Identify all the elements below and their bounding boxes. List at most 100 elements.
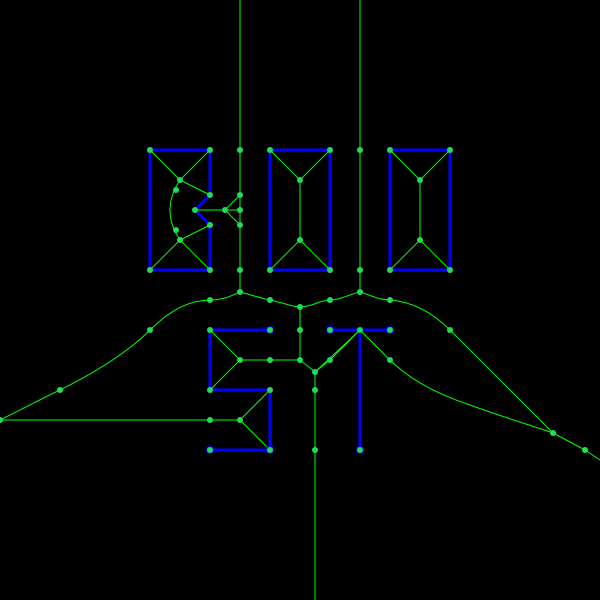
graph-node-13: [237, 192, 243, 198]
graph-node-4: [327, 147, 333, 153]
graph-node-9: [297, 177, 303, 183]
green-edge-16: [389, 149, 421, 181]
green-curve-1: [0, 291, 451, 421]
green-curve-2: [389, 359, 554, 434]
graph-node-49: [327, 357, 333, 363]
graph-node-26: [267, 267, 273, 273]
graph-node-55: [312, 387, 318, 393]
graph-node-39: [447, 327, 453, 333]
green-edge-6: [179, 179, 211, 196]
green-edge-17: [419, 149, 451, 181]
green-edge-34: [449, 329, 554, 434]
graph-node-42: [297, 327, 303, 333]
graph-node-47: [267, 357, 273, 363]
graph-node-14: [192, 207, 198, 213]
graph-node-53: [207, 387, 213, 393]
graph-node-17: [207, 222, 213, 228]
graph-node-29: [387, 267, 393, 273]
graph-node-2: [237, 147, 243, 153]
green-edge-3: [179, 149, 211, 181]
green-edge-19: [389, 239, 421, 271]
green-edge-7: [179, 224, 211, 241]
graph-node-12: [207, 192, 213, 198]
graph-node-46: [237, 357, 243, 363]
green-edge-2: [149, 149, 181, 181]
graph-node-43: [327, 327, 333, 333]
graph-node-41: [267, 327, 273, 333]
green-edge-10: [224, 209, 241, 226]
graph-node-51: [312, 369, 318, 375]
graph-node-30: [447, 267, 453, 273]
graph-node-5: [357, 147, 363, 153]
green-edge-14: [269, 239, 301, 271]
graph-node-32: [357, 289, 363, 295]
graph-node-10: [417, 177, 423, 183]
graph-node-37: [387, 297, 393, 303]
graph-node-40: [207, 327, 213, 333]
graph-node-50: [387, 357, 393, 363]
green-edge-22: [209, 329, 241, 361]
graph-node-6: [387, 147, 393, 153]
green-edge-9: [224, 194, 241, 211]
graph-node-64: [582, 447, 588, 453]
green-edge-36: [584, 449, 600, 461]
graph-node-60: [207, 447, 213, 453]
graph-node-27: [327, 267, 333, 273]
graph-node-18: [237, 222, 243, 228]
graph-node-36: [327, 297, 333, 303]
green-curves: [0, 179, 554, 434]
graph-node-57: [207, 417, 213, 423]
graph-node-8: [177, 177, 183, 183]
graph-node-45: [387, 327, 393, 333]
graph-node-19: [173, 227, 179, 233]
graph-node-1: [207, 147, 213, 153]
graph-node-11: [173, 187, 179, 193]
graph-node-38: [147, 327, 153, 333]
graph-node-25: [237, 267, 243, 273]
graph-node-54: [267, 387, 273, 393]
green-curve-0: [169, 179, 181, 241]
graph-node-3: [267, 147, 273, 153]
graph-node-34: [267, 297, 273, 303]
green-edge-11: [269, 149, 301, 181]
green-edge-32: [314, 329, 361, 373]
graph-node-61: [267, 447, 273, 453]
green-edge-26: [239, 419, 271, 451]
graph-node-63: [357, 447, 363, 453]
green-edge-25: [239, 389, 271, 421]
green-edge-5: [179, 239, 211, 271]
green-edge-20: [419, 239, 451, 271]
graph-node-28: [357, 267, 363, 273]
graph-node-24: [207, 267, 213, 273]
blue-edge-6: [192, 207, 213, 228]
graph-node-16: [237, 207, 243, 213]
graph-node-23: [147, 267, 153, 273]
graph-node-58: [237, 417, 243, 423]
green-edge-28: [299, 359, 316, 373]
green-edge-12: [299, 149, 331, 181]
graph-node-20: [177, 237, 183, 243]
graph-node-7: [447, 147, 453, 153]
graph-node-31: [237, 289, 243, 295]
graph-node-56: [0, 417, 3, 423]
green-edge-23: [209, 359, 241, 391]
graph-node-62: [312, 447, 318, 453]
graph-node-0: [147, 147, 153, 153]
blue-edge-5: [192, 192, 213, 213]
green-edge-31: [359, 329, 391, 361]
green-edge-35: [552, 432, 586, 451]
blue-edges: [148, 148, 452, 452]
graph-node-59: [550, 430, 556, 436]
nodes: [0, 147, 588, 454]
graph-node-48: [297, 357, 303, 363]
graph-node-21: [297, 237, 303, 243]
graph-node-22: [417, 237, 423, 243]
graph-node-44: [357, 327, 363, 333]
green-edge-15: [299, 239, 331, 271]
graph-node-35: [297, 304, 303, 310]
green-edge-4: [149, 239, 181, 271]
graph-node-52: [57, 387, 63, 393]
graph-node-15: [222, 207, 228, 213]
